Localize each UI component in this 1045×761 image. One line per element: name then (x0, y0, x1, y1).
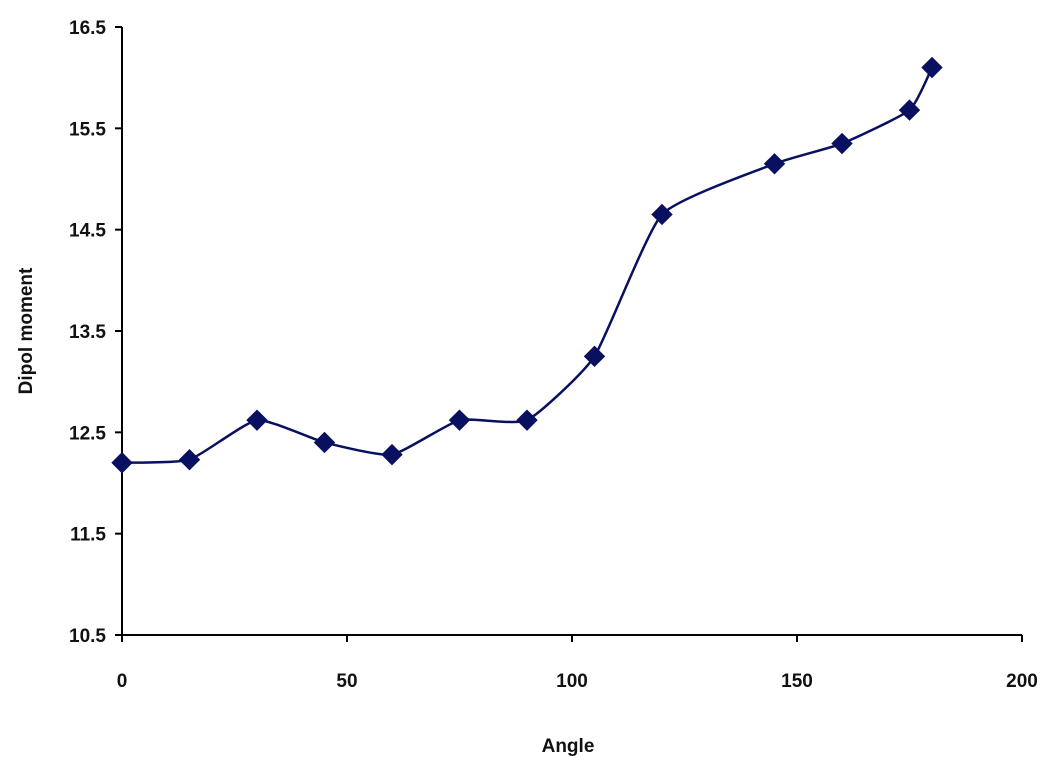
y-tick-label: 11.5 (70, 525, 106, 546)
y-tick-label: 10.5 (69, 626, 106, 647)
y-tick-label: 15.5 (69, 119, 106, 140)
y-tick-label: 13.5 (69, 322, 106, 343)
data-point (921, 56, 943, 79)
y-axis: 10.5 11.5 12.5 13.5 14.5 15.5 16.5 (69, 18, 123, 647)
data-point (381, 443, 403, 466)
data-point (763, 153, 786, 175)
x-tick-label: 50 (336, 671, 357, 692)
data-point (516, 409, 538, 431)
x-axis-title: Angle (542, 736, 595, 757)
data-point (448, 409, 471, 431)
data-point (898, 99, 921, 121)
data-point (313, 431, 336, 454)
x-tick-label: 200 (1006, 671, 1038, 692)
y-tick-label: 12.5 (69, 423, 106, 444)
data-point (246, 409, 268, 431)
series-line (121, 66, 934, 464)
data-point (831, 132, 853, 155)
y-tick-label: 16.5 (69, 18, 106, 39)
x-tick-label: 0 (117, 671, 128, 692)
data-point (111, 452, 133, 474)
y-tick-label: 14.5 (69, 221, 106, 242)
plot-area (111, 56, 943, 474)
data-point (583, 345, 606, 368)
x-tick-label: 150 (781, 671, 813, 692)
data-point (178, 448, 201, 471)
x-tick-label: 100 (556, 671, 588, 692)
y-axis-title: Dipol moment (16, 267, 37, 394)
x-axis: 0 50 100 150 200 (117, 634, 1038, 692)
data-point (651, 203, 673, 226)
